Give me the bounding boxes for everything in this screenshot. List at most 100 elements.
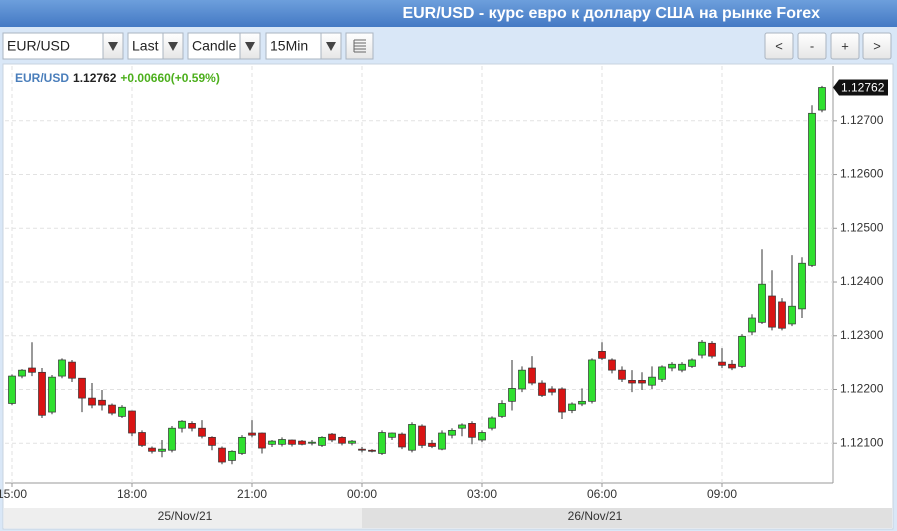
nav-button-label: > [873, 38, 881, 53]
candle-body [628, 380, 636, 384]
candle-body [688, 359, 696, 367]
x-tick-label: 06:00 [587, 487, 617, 501]
y-tick-label: 1.12200 [840, 382, 884, 396]
candle-body [288, 439, 296, 445]
candle-body [108, 404, 116, 414]
y-tick-label: 1.12500 [840, 220, 884, 234]
candle-body [578, 400, 586, 405]
candle-body [738, 335, 746, 367]
candle-body [678, 363, 686, 371]
candle-body [428, 442, 436, 447]
candle-body [518, 369, 526, 390]
candle-body [748, 317, 756, 333]
title: EUR/USD - курс евро к доллару США на рын… [402, 5, 820, 22]
dropdown-arrow [326, 42, 336, 51]
candle-body [528, 367, 536, 384]
candle-body [178, 420, 186, 429]
dropdown-label: 15Min [270, 38, 308, 54]
x-tick-label: 03:00 [467, 487, 497, 501]
candle-body [8, 375, 16, 404]
candle-body [298, 440, 306, 445]
candle-body [668, 363, 676, 369]
candle-body [798, 262, 806, 310]
candle-body [98, 399, 106, 406]
candle-body [258, 432, 266, 449]
candle-body [68, 361, 76, 379]
candle-body [408, 424, 416, 451]
candle-body [768, 295, 776, 328]
candle-body [448, 429, 456, 436]
candle-body [228, 450, 236, 461]
price-badge [833, 79, 888, 96]
chart-header: EUR/USD 1.12762 +0.00660(+0.59%) [15, 71, 220, 85]
candle-body [148, 447, 156, 452]
candle-body [788, 305, 796, 325]
candle-body [438, 432, 446, 450]
nav-button[interactable] [764, 32, 794, 60]
candle-body [268, 440, 276, 445]
settings-button[interactable] [345, 32, 374, 60]
candle-body [708, 342, 716, 357]
candle-body [208, 436, 216, 446]
header-last: 1.12762 [73, 71, 117, 85]
candle-body [618, 369, 626, 380]
candle-body [198, 427, 206, 437]
candle-body [808, 112, 816, 266]
candle-body [218, 447, 226, 463]
candle-body [478, 432, 486, 441]
nav-button[interactable] [797, 32, 827, 60]
candle-body [78, 377, 86, 399]
candle-body [508, 388, 516, 402]
candle-body [28, 367, 36, 373]
candle-body [498, 403, 506, 417]
dropdown-arrow [108, 42, 118, 51]
candle-body [548, 388, 556, 393]
nav-button-label: < [775, 38, 783, 53]
candle-body [358, 448, 366, 451]
y-tick-label: 1.12700 [840, 113, 884, 127]
candle-body [128, 410, 136, 434]
candle-body [588, 359, 596, 402]
candle-body [18, 369, 26, 377]
nav-button-label: + [841, 38, 849, 53]
candle-body [38, 371, 46, 416]
y-tick-label: 1.12400 [840, 274, 884, 288]
candle-body [538, 382, 546, 396]
candle-body [48, 376, 56, 413]
candle-body [658, 366, 666, 380]
candle-body [378, 432, 386, 454]
dropdown-arrow [245, 42, 255, 51]
nav-button[interactable] [862, 32, 892, 60]
candle-body [598, 350, 606, 359]
date-label: 26/Nov/21 [568, 509, 623, 523]
candle-body [338, 436, 346, 444]
candle-body [188, 423, 196, 429]
dropdown-label: Candle [192, 38, 237, 54]
candle-body [318, 436, 326, 446]
candle-body [238, 436, 246, 454]
dropdown-label: EUR/USD [7, 38, 70, 54]
header-change: +0.00660(+0.59%) [120, 71, 219, 85]
date-strip [362, 508, 892, 528]
candle-body [138, 432, 146, 446]
candle-body [88, 397, 96, 406]
candle-body [348, 440, 356, 444]
nav-button-label: - [810, 38, 814, 53]
nav-button[interactable] [830, 32, 860, 60]
candle-body [818, 87, 826, 111]
y-tick-label: 1.12300 [840, 328, 884, 342]
x-tick-label: 21:00 [237, 487, 267, 501]
candle-body [398, 433, 406, 448]
date-label: 25/Nov/21 [158, 509, 213, 523]
candle-body [648, 376, 656, 386]
candle-body [368, 449, 376, 452]
candle-body [488, 417, 496, 429]
y-tick-label: 1.12100 [840, 435, 884, 449]
candle-body [458, 424, 466, 429]
candle-body [718, 361, 726, 366]
candle-body [58, 359, 66, 377]
x-tick-label: 18:00 [117, 487, 147, 501]
dropdown-arrow [168, 42, 178, 51]
